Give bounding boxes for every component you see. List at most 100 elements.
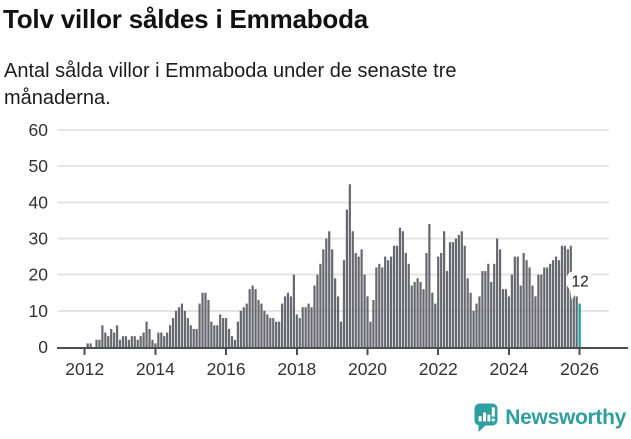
- bar: [398, 227, 402, 347]
- bar: [389, 256, 393, 347]
- bar: [513, 256, 516, 347]
- bar: [269, 318, 272, 347]
- bar: [457, 234, 460, 347]
- bar: [537, 274, 540, 347]
- bar: [507, 296, 511, 347]
- y-tick-label: 40: [29, 192, 49, 212]
- bar: [354, 252, 357, 347]
- bar: [440, 252, 443, 347]
- bar: [272, 318, 275, 347]
- bar: [543, 267, 546, 347]
- y-tick-label: 0: [38, 337, 48, 357]
- bar: [363, 274, 366, 347]
- bar: [192, 328, 195, 347]
- bar: [451, 242, 455, 347]
- bar: [189, 325, 192, 347]
- x-tick-label: 2026: [560, 359, 599, 379]
- bar: [133, 336, 136, 347]
- bar: [198, 303, 201, 347]
- bar: [110, 328, 113, 347]
- bar: [487, 263, 490, 347]
- x-tick-label: 2018: [277, 359, 316, 379]
- y-tick-label: 30: [29, 229, 49, 249]
- bar: [375, 267, 378, 347]
- bar: [401, 231, 404, 347]
- bar: [443, 231, 446, 347]
- bar: [328, 231, 331, 347]
- bar: [180, 303, 184, 347]
- bar: [160, 332, 163, 347]
- bar: [540, 274, 543, 347]
- bar: [395, 245, 399, 347]
- bar: [254, 289, 257, 347]
- bar: [310, 307, 313, 347]
- bar: [322, 249, 325, 347]
- bar: [501, 289, 505, 347]
- bar: [478, 296, 481, 347]
- bar: [213, 325, 216, 347]
- bar: [378, 263, 381, 347]
- bar: [454, 238, 457, 347]
- bar: [142, 332, 145, 347]
- bar: [334, 278, 337, 347]
- bar: [225, 318, 228, 347]
- bar: [186, 318, 189, 347]
- bar: [278, 321, 281, 347]
- y-tick-label: 50: [29, 156, 49, 176]
- brand-footer: Newsworthy: [474, 403, 626, 433]
- bar: [563, 245, 566, 347]
- bar: [360, 249, 363, 347]
- bar: [301, 307, 304, 347]
- callout-value: 12: [572, 274, 589, 291]
- bar: [339, 321, 343, 347]
- bar: [437, 256, 440, 347]
- bar: [289, 296, 293, 347]
- bar: [298, 318, 301, 347]
- bar: [151, 339, 154, 347]
- bar: [463, 245, 466, 347]
- bar: [219, 314, 222, 347]
- bar: [148, 328, 151, 347]
- bar: [422, 289, 425, 347]
- bar: [292, 274, 295, 347]
- bar: [86, 343, 89, 347]
- bar: [201, 292, 204, 347]
- bar: [493, 263, 496, 347]
- bar: [357, 256, 360, 347]
- bar: [98, 339, 101, 347]
- bar: [475, 303, 478, 347]
- bar: [210, 321, 213, 347]
- bar: [195, 328, 198, 347]
- bar: [139, 336, 142, 347]
- bar: [286, 292, 290, 347]
- bar: [552, 260, 555, 347]
- bar: [419, 281, 422, 347]
- bar: [351, 231, 354, 347]
- y-axis: 0 10 20 30 40 50 60: [29, 120, 609, 357]
- bar: [531, 285, 534, 347]
- y-tick-label: 60: [29, 120, 49, 140]
- bar: [516, 256, 519, 347]
- bar: [154, 343, 157, 347]
- bar: [525, 260, 528, 347]
- bar: [207, 299, 210, 347]
- bar: [121, 336, 125, 347]
- bar: [575, 296, 578, 347]
- bar: [107, 336, 110, 347]
- bar: [171, 318, 175, 347]
- bar: [177, 307, 181, 347]
- bar: [89, 343, 92, 347]
- bar: [331, 249, 334, 347]
- bar: [222, 318, 225, 347]
- bar: [431, 292, 434, 347]
- bar: [490, 281, 493, 347]
- y-tick-label: 10: [29, 301, 49, 321]
- bar: [163, 336, 166, 347]
- chart-subtitle: Antal sålda villor i Emmaboda under de s…: [4, 60, 457, 109]
- bar: [227, 328, 231, 347]
- x-tick-label: 2024: [489, 359, 528, 379]
- bar: [496, 238, 499, 347]
- bar: [407, 263, 410, 347]
- bar: [101, 325, 104, 347]
- bar: [233, 339, 237, 347]
